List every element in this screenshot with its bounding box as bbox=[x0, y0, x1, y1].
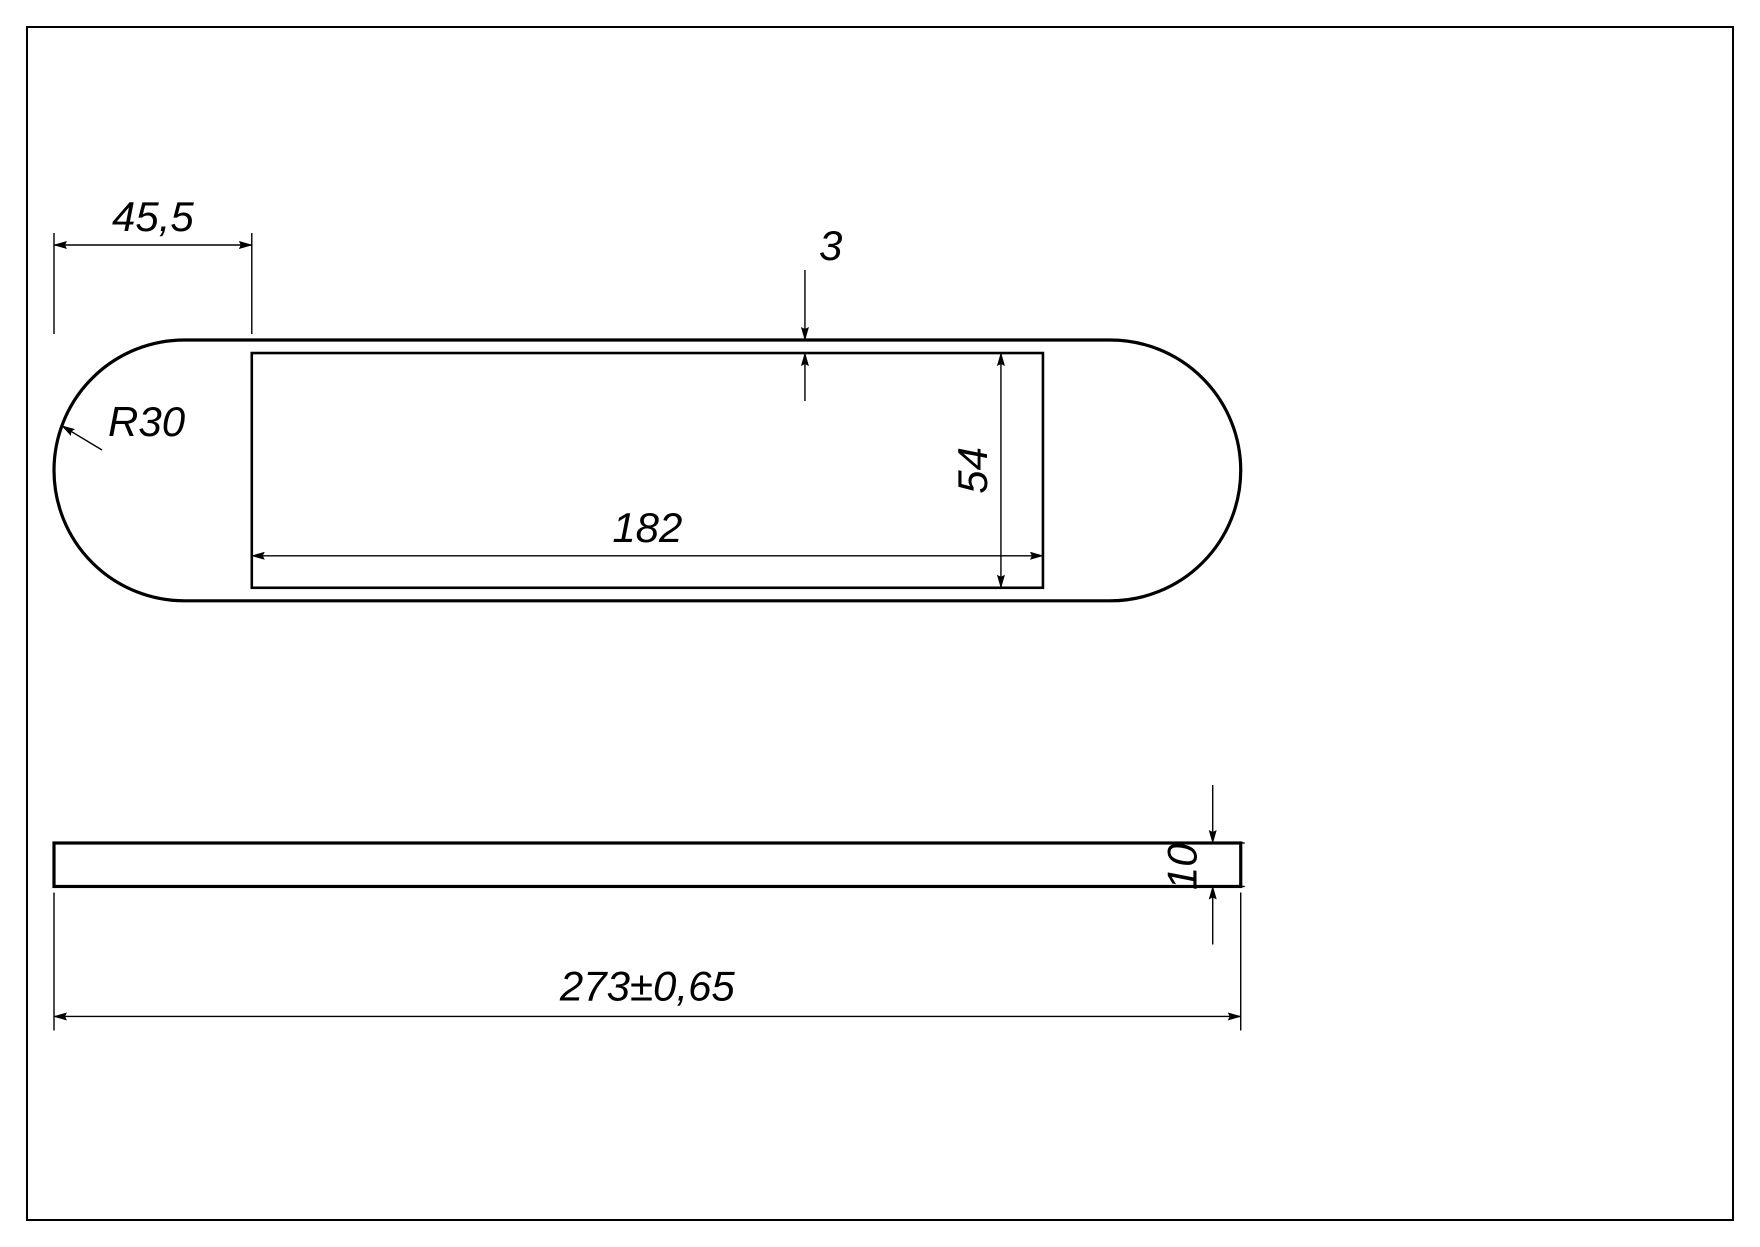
dimension-line bbox=[62, 426, 102, 450]
dim-r30: R30 bbox=[108, 398, 186, 445]
top-view-outline bbox=[54, 340, 1241, 601]
dim-54: 54 bbox=[949, 447, 996, 494]
dim-182: 182 bbox=[612, 504, 682, 551]
top-view-inner-rect bbox=[252, 353, 1043, 588]
drawing-border bbox=[27, 27, 1733, 1220]
dim-3: 3 bbox=[819, 222, 842, 269]
dim-10: 10 bbox=[1159, 843, 1206, 890]
dim-45-5: 45,5 bbox=[112, 193, 194, 240]
dim-273: 273±0,65 bbox=[559, 962, 736, 1009]
side-view-outline bbox=[54, 843, 1241, 886]
